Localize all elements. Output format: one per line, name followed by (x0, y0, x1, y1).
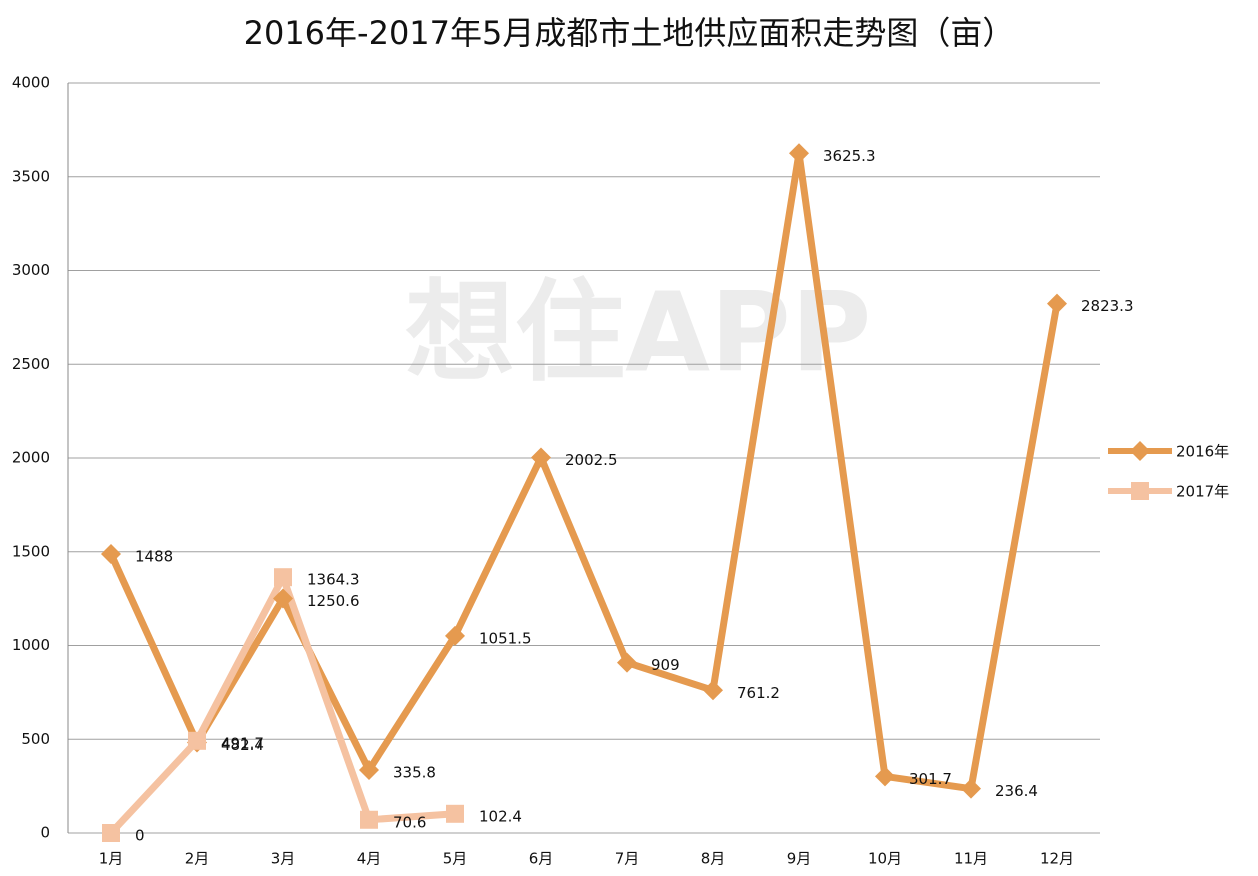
legend-label: 2017年 (1176, 483, 1229, 501)
y-tick-label: 1500 (12, 542, 50, 560)
marker (274, 568, 292, 587)
x-tick-label: 1月 (99, 850, 124, 868)
marker (446, 804, 464, 823)
legend-label: 2016年 (1176, 443, 1229, 461)
data-label: 761.2 (737, 684, 780, 702)
x-tick-label: 12月 (1040, 850, 1074, 868)
data-label: 102.4 (479, 807, 522, 825)
marker (531, 447, 551, 468)
legend-marker (1131, 482, 1149, 500)
data-label: 335.8 (393, 764, 436, 782)
marker (445, 625, 465, 646)
x-tick-label: 6月 (529, 850, 554, 868)
marker (961, 778, 981, 799)
x-tick-label: 8月 (701, 850, 726, 868)
data-label: 1250.6 (307, 592, 360, 610)
marker (102, 824, 120, 842)
y-tick-label: 2000 (12, 449, 50, 467)
data-label: 0 (135, 827, 145, 845)
x-tick-label: 4月 (357, 850, 382, 868)
marker (875, 766, 895, 787)
x-tick-label: 7月 (615, 850, 640, 868)
data-label: 909 (651, 656, 680, 674)
data-label: 3625.3 (823, 147, 876, 165)
x-tick-label: 11月 (954, 850, 988, 868)
x-tick-label: 5月 (443, 850, 468, 868)
data-label: 491.7 (221, 734, 264, 752)
data-label: 2823.3 (1081, 297, 1134, 315)
y-tick-label: 2500 (12, 355, 50, 373)
y-tick-label: 4000 (12, 74, 50, 92)
y-tick-label: 500 (21, 730, 50, 748)
marker (360, 810, 378, 829)
data-label: 1488 (135, 548, 173, 566)
data-label: 1051.5 (479, 629, 532, 647)
x-tick-label: 3月 (271, 850, 296, 868)
chart-title: 2016年-2017年5月成都市土地供应面积走势图（亩） (244, 14, 1015, 52)
data-label: 482.4 (221, 736, 264, 754)
marker (617, 652, 637, 673)
watermark: 想住APP (405, 268, 871, 396)
marker (703, 680, 723, 701)
data-label: 1364.3 (307, 571, 360, 589)
series-line (107, 149, 1061, 793)
marker (789, 143, 809, 164)
series-line (108, 573, 456, 836)
marker (1047, 293, 1067, 314)
y-tick-label: 1000 (12, 636, 50, 654)
y-tick-label: 3000 (12, 261, 50, 279)
marker (101, 544, 121, 564)
data-label: 236.4 (995, 782, 1038, 800)
marker (188, 731, 206, 750)
x-tick-label: 2月 (185, 850, 210, 868)
y-tick-label: 3500 (12, 167, 50, 185)
data-label: 2002.5 (565, 451, 618, 469)
y-tick-label: 0 (40, 824, 50, 842)
x-tick-label: 10月 (868, 850, 902, 868)
marker (273, 588, 293, 609)
marker (359, 760, 379, 781)
data-label: 301.7 (909, 770, 952, 788)
x-tick-label: 9月 (787, 850, 812, 868)
data-label: 70.6 (393, 813, 426, 831)
legend-marker (1130, 441, 1150, 461)
